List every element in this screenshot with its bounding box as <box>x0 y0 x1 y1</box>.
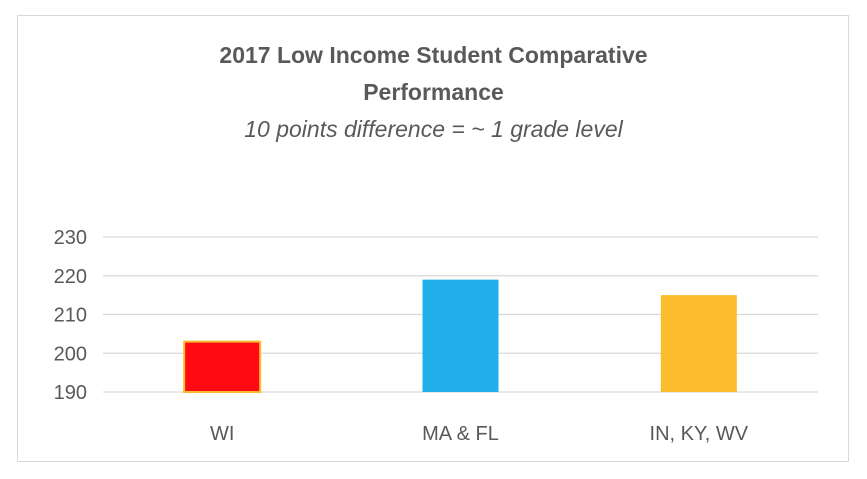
bar-ma-fl <box>422 279 499 392</box>
bar-wi <box>183 340 262 393</box>
chart-subtitle: 10 points difference = ~ 1 grade level <box>244 116 623 142</box>
y-tick-label: 200 <box>54 343 87 365</box>
bar-in-ky-wv <box>660 295 737 392</box>
y-tick-label: 220 <box>54 266 87 288</box>
x-category-label: MA & FL <box>422 423 499 445</box>
y-axis-ticks: 190 200 210 220 230 <box>54 227 87 404</box>
bars <box>183 279 737 393</box>
y-tick-label: 230 <box>54 227 87 249</box>
chart-title-line-1: 2017 Low Income Student Comparative <box>219 42 648 68</box>
x-axis-labels: WI MA & FL IN, KY, WV <box>210 423 749 445</box>
x-category-label: IN, KY, WV <box>650 423 749 445</box>
x-category-label: WI <box>210 423 234 445</box>
y-tick-label: 190 <box>54 382 87 404</box>
chart-title-line-2: Performance <box>363 79 504 105</box>
y-tick-label: 210 <box>54 305 87 327</box>
